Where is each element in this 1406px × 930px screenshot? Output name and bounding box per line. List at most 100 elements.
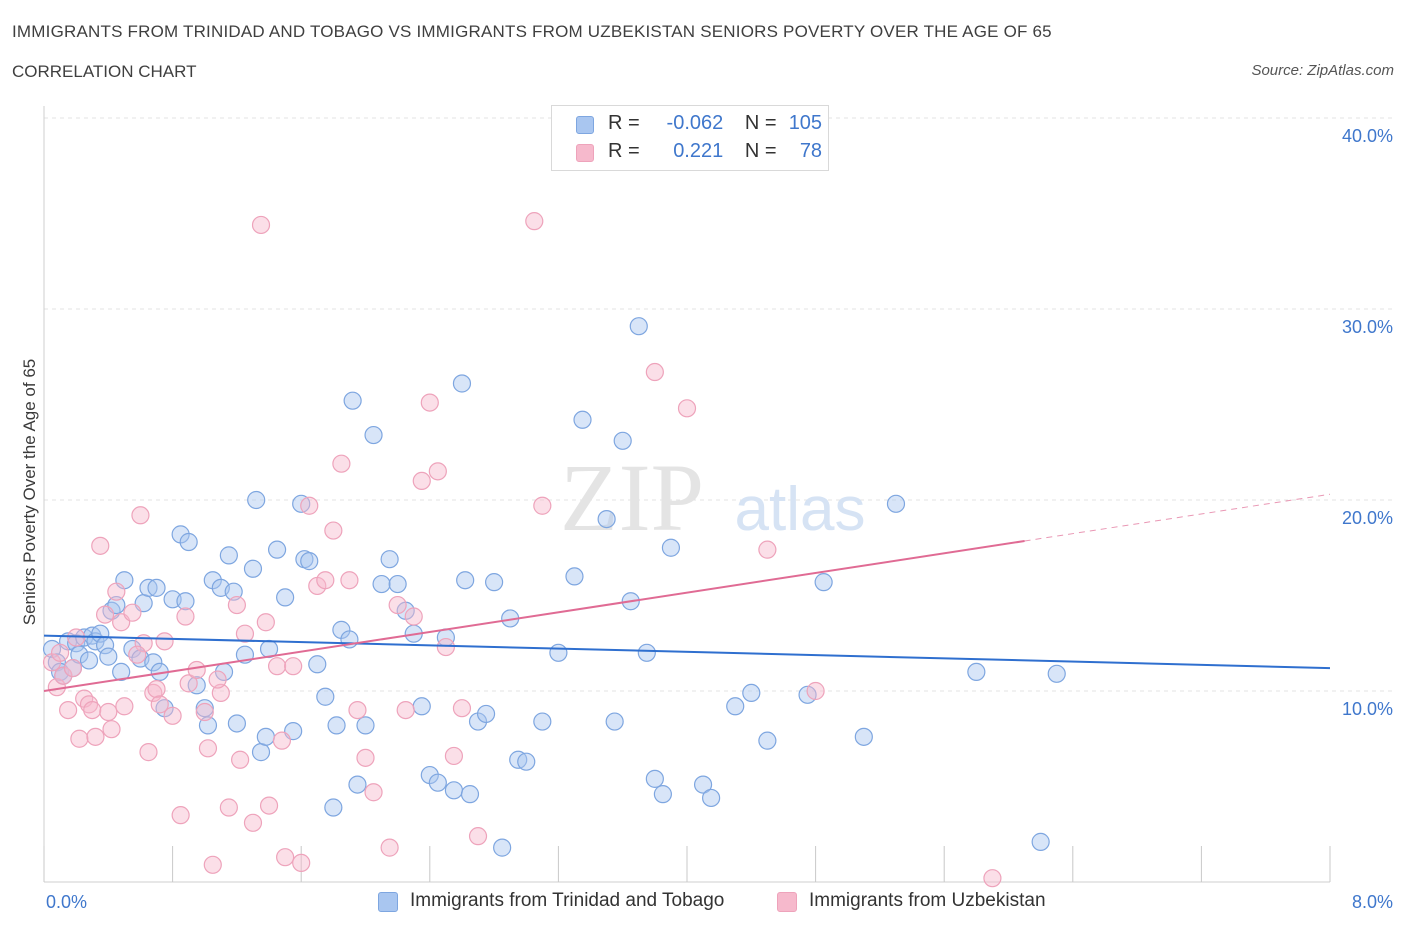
- point-trinidad: [1031, 832, 1050, 851]
- point-trinidad: [99, 647, 118, 666]
- point-trinidad: [814, 573, 833, 592]
- point-trinidad: [356, 716, 375, 735]
- point-uzbekistan: [412, 471, 431, 490]
- legend-r-label: R =: [608, 112, 640, 134]
- legend-label-trinidad: Immigrants from Trinidad and Tobago: [410, 890, 725, 911]
- point-uzbekistan: [79, 695, 99, 714]
- point-trinidad: [364, 425, 383, 445]
- point-trinidad: [308, 655, 327, 674]
- point-trinidad: [854, 727, 873, 746]
- legend-swatch-uzbekistan: [576, 144, 594, 162]
- point-trinidad: [243, 559, 263, 578]
- point-uzbekistan: [468, 827, 488, 846]
- point-trinidad: [327, 716, 346, 735]
- point-uzbekistan: [806, 681, 825, 701]
- point-trinidad: [267, 540, 287, 559]
- point-uzbekistan: [211, 683, 230, 703]
- y-tick-label: 20.0%: [1342, 508, 1393, 528]
- point-trinidad: [444, 781, 464, 800]
- point-uzbekistan: [420, 393, 439, 412]
- point-trinidad: [452, 374, 472, 393]
- point-trinidad: [388, 574, 407, 594]
- grid-lines: [44, 117, 1392, 692]
- point-uzbekistan: [348, 700, 367, 720]
- legend-stats-trinidad: R = -0.062 N = 105: [608, 112, 822, 135]
- point-uzbekistan: [198, 739, 218, 758]
- point-trinidad: [276, 588, 295, 607]
- point-trinidad: [485, 573, 504, 592]
- point-trinidad: [251, 743, 271, 762]
- point-trinidad: [967, 662, 986, 682]
- point-uzbekistan: [272, 731, 292, 750]
- legend-swatch-uzbekistan: [777, 892, 797, 912]
- point-uzbekistan: [300, 496, 319, 515]
- point-trinidad: [300, 552, 319, 571]
- point-uzbekistan: [231, 750, 250, 769]
- point-uzbekistan: [259, 796, 279, 815]
- point-trinidad: [597, 509, 616, 529]
- series-trinidad-points: [42, 317, 1066, 857]
- point-trinidad: [147, 578, 166, 597]
- point-trinidad: [112, 662, 131, 682]
- point-trinidad: [456, 571, 475, 590]
- point-uzbekistan: [396, 700, 415, 720]
- point-uzbekistan: [86, 727, 105, 746]
- point-trinidad: [179, 532, 198, 552]
- point-trinidad: [227, 714, 246, 733]
- point-uzbekistan: [50, 643, 70, 662]
- point-uzbekistan: [123, 603, 142, 622]
- point-uzbekistan: [99, 702, 118, 722]
- legend-r-value: -0.062: [666, 112, 724, 134]
- point-trinidad: [224, 582, 243, 601]
- point-trinidad: [372, 574, 391, 594]
- point-trinidad: [412, 697, 431, 716]
- trend-line-trinidad: [43, 634, 1331, 670]
- point-uzbekistan: [163, 706, 182, 725]
- point-uzbekistan: [150, 695, 169, 714]
- series-uzbekistan-points: [42, 212, 1002, 888]
- axes: [43, 106, 1331, 883]
- point-uzbekistan: [155, 632, 174, 651]
- point-uzbekistan: [91, 536, 110, 555]
- legend-swatch-trinidad: [576, 116, 594, 134]
- point-trinidad: [247, 490, 266, 510]
- point-trinidad: [144, 653, 163, 672]
- legend-n-label: N =: [744, 140, 777, 162]
- point-uzbekistan: [102, 720, 121, 739]
- y-tick-label: 10.0%: [1342, 699, 1393, 719]
- point-trinidad: [693, 775, 713, 794]
- point-uzbekistan: [227, 595, 246, 615]
- point-trinidad: [742, 683, 761, 703]
- y-tick-label: 30.0%: [1342, 317, 1393, 337]
- point-uzbekistan: [677, 399, 697, 418]
- y-tick-labels: 10.0% 20.0% 30.0% 40.0%: [1342, 126, 1393, 719]
- trend-line-uzbekistan-extension: [1024, 493, 1331, 542]
- point-uzbekistan: [128, 645, 147, 664]
- y-axis-label: Seniors Poverty Over the Age of 65: [20, 359, 39, 625]
- point-uzbekistan: [243, 813, 263, 832]
- point-uzbekistan: [645, 362, 664, 382]
- point-uzbekistan: [95, 605, 115, 624]
- point-trinidad: [605, 712, 624, 731]
- point-uzbekistan: [208, 670, 227, 689]
- point-trinidad: [629, 317, 648, 336]
- point-trinidad: [517, 752, 536, 771]
- y-tick-label: 40.0%: [1342, 126, 1393, 146]
- point-uzbekistan: [533, 496, 552, 515]
- point-uzbekistan: [70, 729, 89, 748]
- legend-r-value: 0.221: [673, 140, 724, 162]
- point-uzbekistan: [131, 506, 150, 525]
- point-uzbekistan: [203, 855, 222, 874]
- point-uzbekistan: [63, 658, 83, 678]
- watermark-atlas: atlas: [735, 475, 866, 544]
- point-uzbekistan: [107, 582, 126, 601]
- point-uzbekistan: [284, 657, 303, 676]
- point-uzbekistan: [332, 454, 351, 473]
- point-trinidad: [195, 699, 214, 718]
- point-uzbekistan: [251, 215, 271, 235]
- point-trinidad: [1047, 664, 1066, 683]
- point-uzbekistan: [235, 624, 255, 643]
- point-trinidad: [653, 785, 672, 804]
- point-trinidad: [343, 391, 362, 410]
